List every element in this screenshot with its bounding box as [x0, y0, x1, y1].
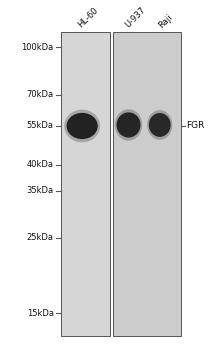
Text: 100kDa: 100kDa [21, 43, 54, 52]
Text: FGR: FGR [186, 121, 204, 131]
Text: HL-60: HL-60 [76, 6, 99, 30]
Ellipse shape [115, 109, 142, 141]
Ellipse shape [67, 113, 98, 139]
Text: 70kDa: 70kDa [27, 90, 54, 99]
Text: 35kDa: 35kDa [27, 186, 54, 195]
Text: 25kDa: 25kDa [27, 233, 54, 243]
Text: U-937: U-937 [124, 6, 148, 30]
Text: 40kDa: 40kDa [27, 160, 54, 169]
Ellipse shape [147, 110, 172, 140]
FancyBboxPatch shape [113, 32, 181, 336]
Text: 15kDa: 15kDa [27, 309, 54, 318]
Text: 55kDa: 55kDa [27, 121, 54, 131]
Ellipse shape [149, 113, 171, 137]
Text: Raji: Raji [157, 12, 174, 30]
Ellipse shape [64, 110, 100, 142]
FancyBboxPatch shape [61, 32, 110, 336]
Ellipse shape [116, 112, 141, 138]
